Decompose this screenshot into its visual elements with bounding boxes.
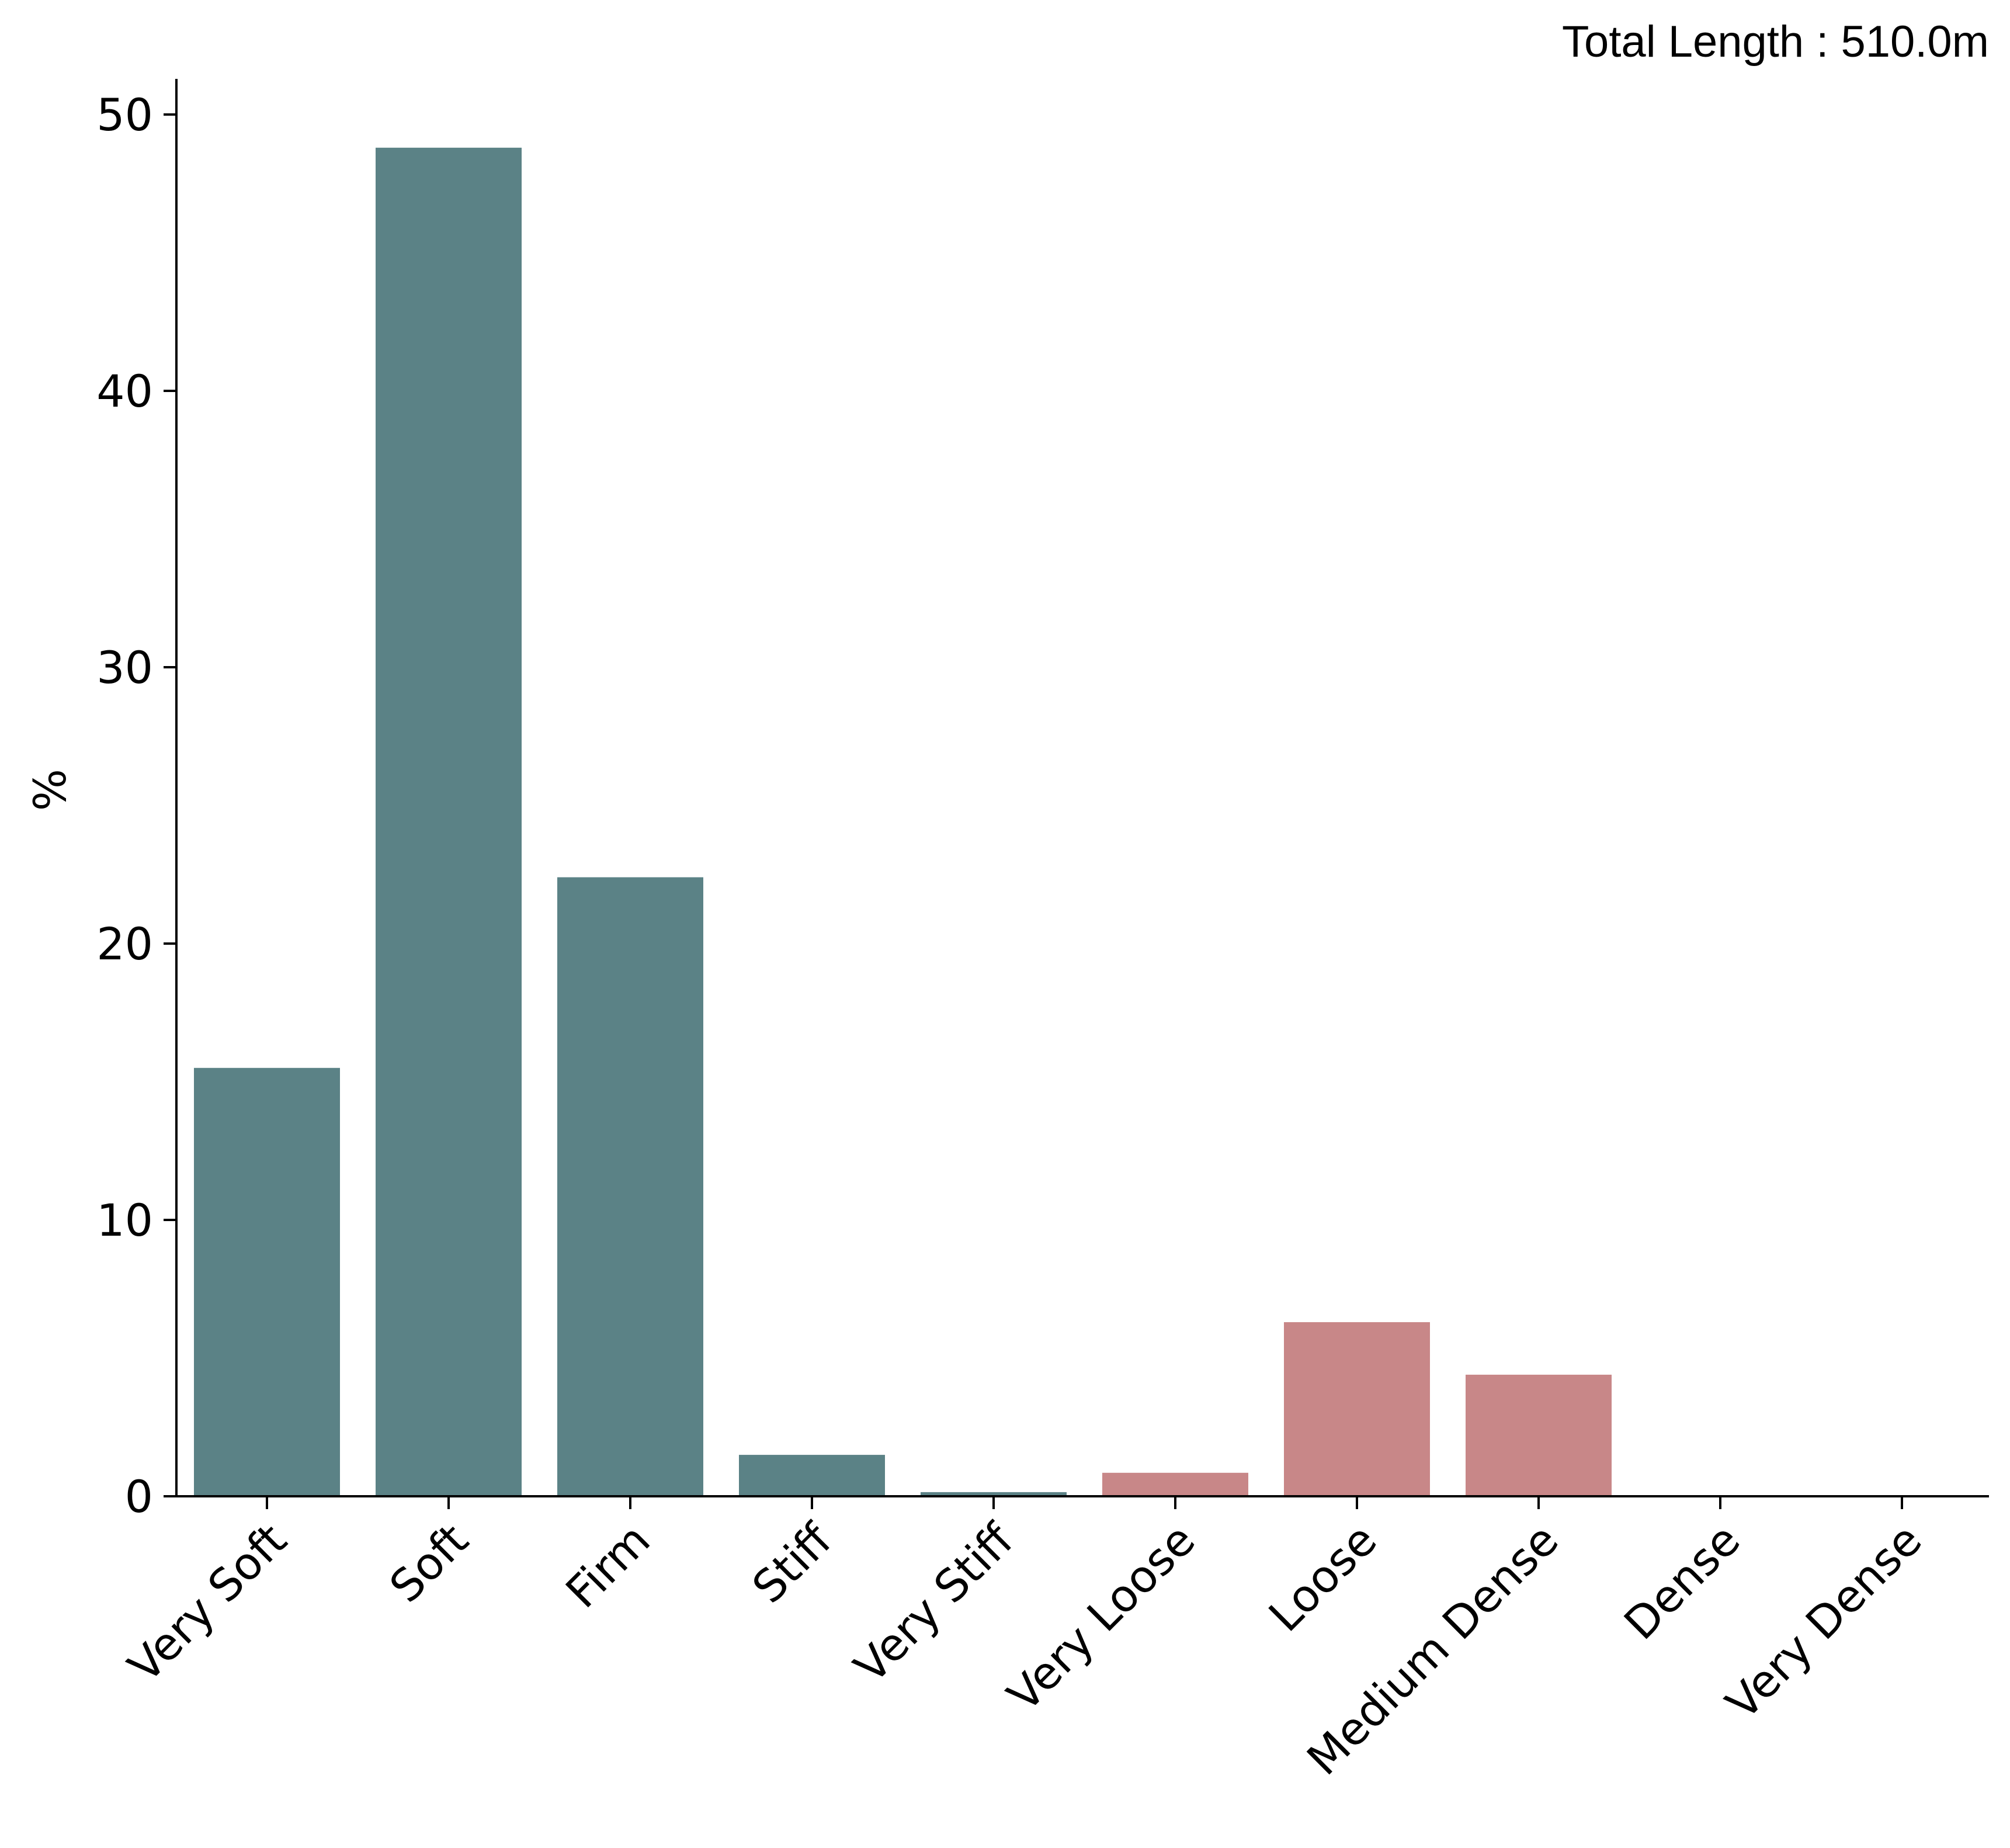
bars-group xyxy=(194,147,1612,1496)
y-axis-label: % xyxy=(24,769,76,811)
bar-firm xyxy=(557,877,703,1496)
x-tick-label: Very Soft xyxy=(118,1514,297,1693)
y-ticks-group: 0 10 20 30 40 50 xyxy=(96,89,176,1523)
x-tick-label: Loose xyxy=(1259,1514,1387,1642)
x-tick-label: Dense xyxy=(1614,1514,1750,1650)
y-axis-label-group: % xyxy=(24,769,76,811)
bar-stiff xyxy=(739,1455,885,1496)
x-tick-label: Very Stiff xyxy=(844,1513,1024,1693)
x-tick-label: Stiff xyxy=(742,1513,842,1613)
y-tick-label: 20 xyxy=(96,918,153,970)
x-tick-label: Very Loose xyxy=(997,1514,1204,1721)
y-tick-label: 50 xyxy=(96,89,153,141)
y-tick-label: 0 xyxy=(125,1471,153,1523)
bar-very-soft xyxy=(194,1067,340,1496)
y-tick-label: 40 xyxy=(96,365,153,417)
y-tick-label: 30 xyxy=(96,642,153,694)
bar-medium-dense xyxy=(1466,1374,1612,1496)
total-length-annotation: Total Length : 510.0m xyxy=(1562,17,1989,67)
bar-very-loose xyxy=(1102,1472,1248,1496)
bar-loose xyxy=(1284,1322,1430,1496)
y-tick-label: 10 xyxy=(96,1194,153,1246)
x-tick-label: Soft xyxy=(380,1514,478,1613)
bar-very-stiff xyxy=(921,1492,1067,1496)
x-tick-label: Very Dense xyxy=(1716,1514,1932,1729)
bar-soft xyxy=(376,147,522,1496)
x-tick-label: Firm xyxy=(556,1514,659,1618)
